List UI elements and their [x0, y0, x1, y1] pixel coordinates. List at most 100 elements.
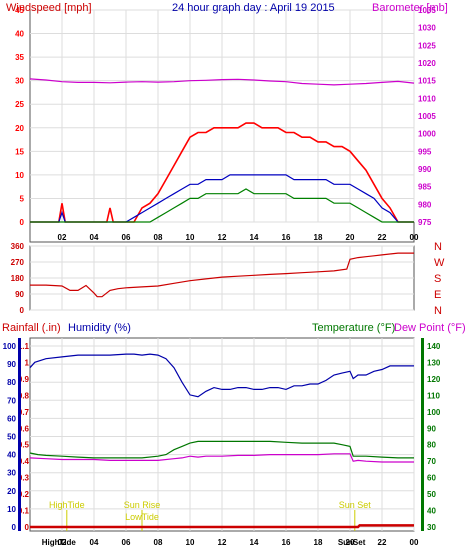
wind-tick-label: 0	[20, 218, 25, 227]
wind-tick-label: 5	[20, 194, 25, 203]
rain-x-tick-label: 00	[410, 538, 419, 547]
barometer-tick-label: 1000	[418, 130, 436, 139]
direction-tick-label: 360	[11, 242, 25, 251]
rain-tick-label: 0.6	[18, 424, 30, 433]
dewpoint-axis-label: Dew Point (°F)	[394, 322, 466, 334]
humidity-tick-label: 0	[12, 523, 17, 532]
wind-x-tick-label: 00	[410, 233, 419, 242]
temp-tick-label: 80	[427, 441, 436, 450]
humidity-tick-label: 80	[7, 378, 16, 387]
rain-x-tick-label: 04	[90, 538, 99, 547]
temp-tick-label: 100	[427, 408, 441, 417]
event-label: HighTide	[49, 500, 85, 510]
gust-line	[30, 122, 414, 223]
barometer-tick-label: 995	[418, 147, 432, 156]
rain-tick-label: 0.3	[18, 474, 30, 483]
humidity-axis-label: Humidity (%)	[68, 322, 131, 334]
rain-x-tick-label: 08	[154, 538, 163, 547]
temp-tick-label: 70	[427, 457, 436, 466]
temp-tick-label: 30	[427, 523, 436, 532]
rain-tick-label: 0.4	[18, 457, 30, 466]
compass-label: E	[434, 289, 441, 301]
rain-x-tick-label: 06	[122, 538, 131, 547]
wind-x-tick-label: 22	[378, 233, 387, 242]
humidity-tick-label: 20	[7, 487, 16, 496]
wind-x-tick-label: 12	[218, 233, 227, 242]
temp-tick-label: 110	[427, 391, 440, 400]
barometer-tick-label: 975	[418, 218, 432, 227]
wind-x-tick-label: 18	[314, 233, 323, 242]
direction-tick-label: 90	[15, 290, 24, 299]
temp-axis-bar	[421, 338, 424, 531]
wind-tick-label: 45	[15, 6, 24, 15]
wind-tick-label: 40	[15, 30, 24, 39]
wind-x-tick-label: 02	[58, 233, 67, 242]
rain-tick-label: 0.5	[18, 441, 30, 450]
rain-x-tick-label: 14	[250, 538, 259, 547]
barometer-tick-label: 990	[418, 165, 432, 174]
rain-tick-label: 0.9	[18, 375, 30, 384]
wind-x-tick-label: 06	[122, 233, 131, 242]
event-label: Sun Rise	[124, 500, 161, 510]
humidity-tick-label: 90	[7, 360, 16, 369]
humidity-tick-label: 50	[7, 433, 16, 442]
rain-tick-label: 0.2	[18, 490, 30, 499]
rain-x-tick-label: 20	[346, 538, 355, 547]
rain-x-tick-label: 12	[218, 538, 227, 547]
wind-axis-label: Windspeed [mph]	[6, 2, 92, 14]
humidity-tick-label: 60	[7, 414, 16, 423]
lull-line	[30, 188, 414, 223]
temp-tick-label: 130	[427, 358, 441, 367]
barometer-tick-label: 1025	[418, 41, 436, 50]
wind-tick-label: 10	[15, 171, 24, 180]
temp-tick-label: 50	[427, 490, 436, 499]
rain-x-tick-label: 02	[58, 538, 67, 547]
barometer-line	[29, 78, 415, 86]
wind-tick-label: 15	[15, 147, 24, 156]
direction-line	[30, 252, 414, 298]
rain-tick-label: 0.8	[18, 391, 30, 400]
compass-label: S	[434, 273, 441, 285]
bottom-event-label: SunSet	[338, 538, 366, 547]
chart-title: 24 hour graph day : April 19 2015	[172, 2, 335, 14]
event-label: Sun Set	[339, 500, 372, 510]
wind-x-tick-label: 20	[346, 233, 355, 242]
event-label: LowTide	[125, 512, 159, 522]
wind-x-tick-label: 10	[186, 233, 195, 242]
wind-x-tick-label: 08	[154, 233, 163, 242]
humidity-tick-label: 40	[7, 451, 16, 460]
temp-tick-label: 40	[427, 507, 436, 516]
direction-tick-label: 270	[11, 258, 25, 267]
rain-tick-label: 1	[25, 358, 30, 367]
barometer-tick-label: 1020	[418, 59, 436, 68]
barometer-tick-label: 1030	[418, 24, 436, 33]
wind-tick-label: 20	[15, 124, 24, 133]
wind-x-tick-label: 16	[282, 233, 291, 242]
humidity-tick-label: 70	[7, 396, 16, 405]
humidity-tick-label: 10	[7, 505, 16, 514]
rain-x-tick-label: 22	[378, 538, 387, 547]
barometer-tick-label: 985	[418, 183, 432, 192]
barometer-tick-label: 1035	[418, 6, 436, 15]
wind-tick-label: 30	[15, 77, 24, 86]
wind-tick-label: 35	[15, 53, 24, 62]
wind-x-tick-label: 04	[90, 233, 99, 242]
wind-x-tick-label: 14	[250, 233, 259, 242]
rain-line	[30, 524, 414, 529]
temperature-line	[29, 440, 414, 459]
temperature-axis-label: Temperature (°F)	[312, 322, 395, 334]
rain-tick-label: 0.7	[18, 408, 30, 417]
rain-axis-bar	[18, 338, 21, 531]
dewpoint-line	[29, 453, 414, 463]
barometer-tick-label: 1005	[418, 112, 436, 121]
direction-tick-label: 0	[20, 306, 25, 315]
temp-tick-label: 120	[427, 375, 441, 384]
barometer-tick-label: 980	[418, 200, 432, 209]
rain-x-tick-label: 10	[186, 538, 195, 547]
humidity-tick-label: 100	[3, 342, 17, 351]
rain-axis-label: Rainfall (.in)	[2, 322, 61, 334]
temp-tick-label: 140	[427, 342, 441, 351]
rain-tick-label: 0.1	[18, 507, 30, 516]
rain-x-tick-label: 18	[314, 538, 323, 547]
